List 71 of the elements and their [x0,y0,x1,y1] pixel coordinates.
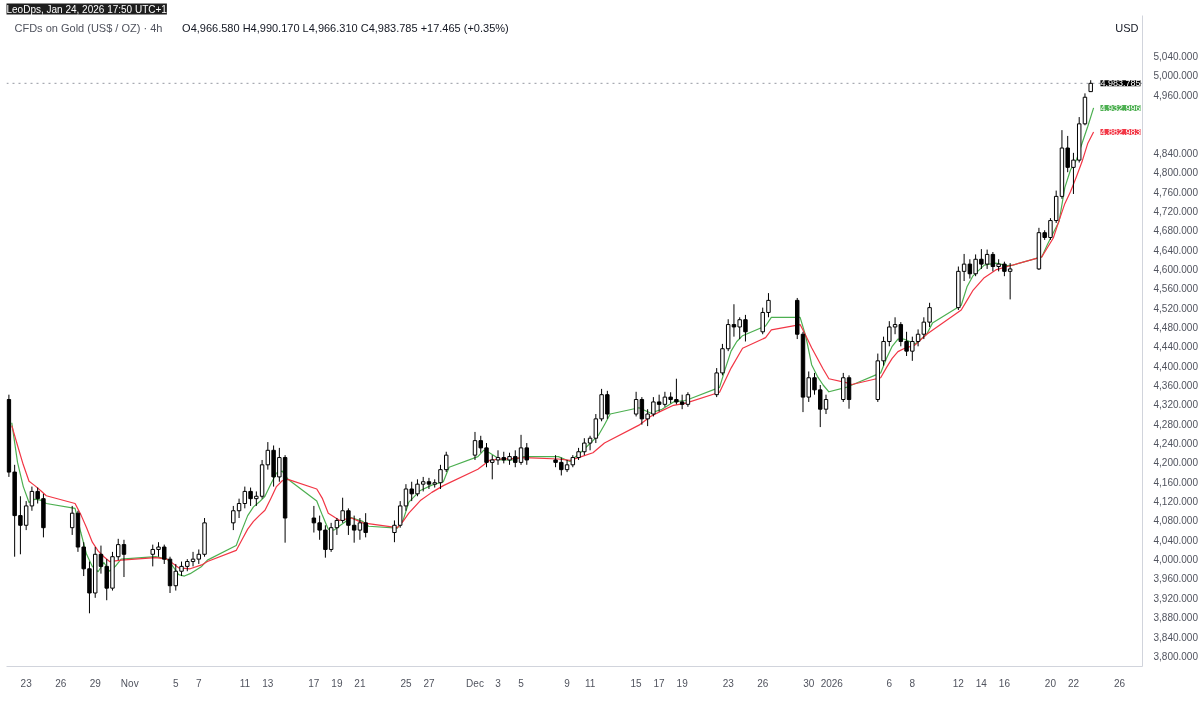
x-tick-label: 13 [262,677,274,689]
y-tick-label: 3,800.000 [1153,650,1199,662]
y-tick-label: 4,200.000 [1153,457,1199,469]
y-tick-label: 4,640.000 [1153,244,1199,256]
x-tick-label: 8 [909,677,916,689]
data-label: 4,932.996 [1100,102,1141,113]
x-tick-label: 23 [722,677,735,689]
x-tick-label: 19 [676,677,689,689]
x-tick-label: 22 [1067,677,1080,689]
y-tick-label: 4,680.000 [1153,225,1199,237]
y-tick-label: 5,040.000 [1153,51,1199,63]
y-tick-label: 4,840.000 [1153,147,1199,159]
text: LeoDps, Jan 24, 2026 17:50 UTC+1 [6,3,168,15]
y-tick-label: 4,280.000 [1153,418,1199,430]
y-tick-label: 4,000.000 [1153,554,1199,566]
x-tick-label: 6 [886,677,893,689]
x-tick-label: 9 [564,677,571,689]
x-tick-label: 15 [630,677,643,689]
y-tick-label: 4,720.000 [1153,205,1199,217]
y-tick-label: 4,520.000 [1153,302,1199,314]
x-tick-label: 16 [998,677,1011,689]
x-tick-label: 23 [20,677,33,689]
x-tick-label: 21 [354,677,366,689]
x-tick-label: 29 [89,677,102,689]
x-tick-label: Dec [466,677,484,689]
y-tick-label: 4,960.000 [1153,89,1199,101]
y-tick-label: 4,440.000 [1153,341,1199,353]
x-tick-label: 19 [331,677,343,689]
x-tick-label: 5 [172,677,179,689]
y-tick-label: 4,240.000 [1153,438,1199,450]
y-tick-label: 4,120.000 [1153,496,1199,508]
x-tick-label: 7 [196,677,203,689]
y-tick-label: 4,480.000 [1153,321,1199,333]
x-tick-label: 25 [400,677,412,689]
x-tick-label: 11 [584,677,596,689]
x-tick-label: 12 [952,677,965,689]
x-tick-label: 17 [308,677,320,689]
x-tick-label: 27 [423,677,435,689]
x-tick-label: 26 [55,677,67,689]
data-label: 4,882.983 [1100,127,1141,138]
y-tick-label: 3,880.000 [1153,612,1199,624]
y-tick-label: 4,040.000 [1153,534,1199,546]
y-tick-label: 3,960.000 [1153,573,1199,585]
y-tick-label: 4,400.000 [1153,360,1199,372]
x-tick-label: 20 [1044,677,1057,689]
y-tick-label: 4,760.000 [1153,186,1199,198]
x-tick-label: 2026 [820,677,844,689]
y-tick-label: 4,560.000 [1153,283,1199,295]
y-tick-label: 4,160.000 [1153,476,1199,488]
text: CFDs on Gold (US$ / OZ) · 4h [14,21,163,34]
candlestick [231,505,236,531]
x-tick-label: 11 [239,677,251,689]
x-tick-label: Nov [120,677,139,689]
y-tick-label: 3,920.000 [1153,592,1199,604]
x-tick-label: 3 [495,677,502,689]
x-tick-label: 26 [1113,677,1126,689]
y-tick-label: 4,360.000 [1153,380,1199,392]
y-tick-label: 3,840.000 [1153,631,1199,643]
x-tick-label: 26 [757,677,769,689]
y-tick-label: 4,320.000 [1153,399,1199,411]
y-tick-label: 4,800.000 [1153,167,1199,179]
y-tick-label: 4,080.000 [1153,515,1199,527]
y-tick-label: 4,600.000 [1153,263,1199,275]
x-tick-label: 5 [518,677,525,689]
x-tick-label: 30 [803,677,815,689]
x-tick-label: 14 [975,677,988,689]
y-axis-title: USD [1115,21,1139,34]
x-tick-label: 17 [653,677,666,689]
ref-line-label: 4,983.785 [1100,78,1141,89]
y-tick-label: 5,000.000 [1153,70,1199,82]
text: O4,966.580 H4,990.170 L4,966.310 C4,983.785 +17.465 (+0.35%) [182,21,509,34]
